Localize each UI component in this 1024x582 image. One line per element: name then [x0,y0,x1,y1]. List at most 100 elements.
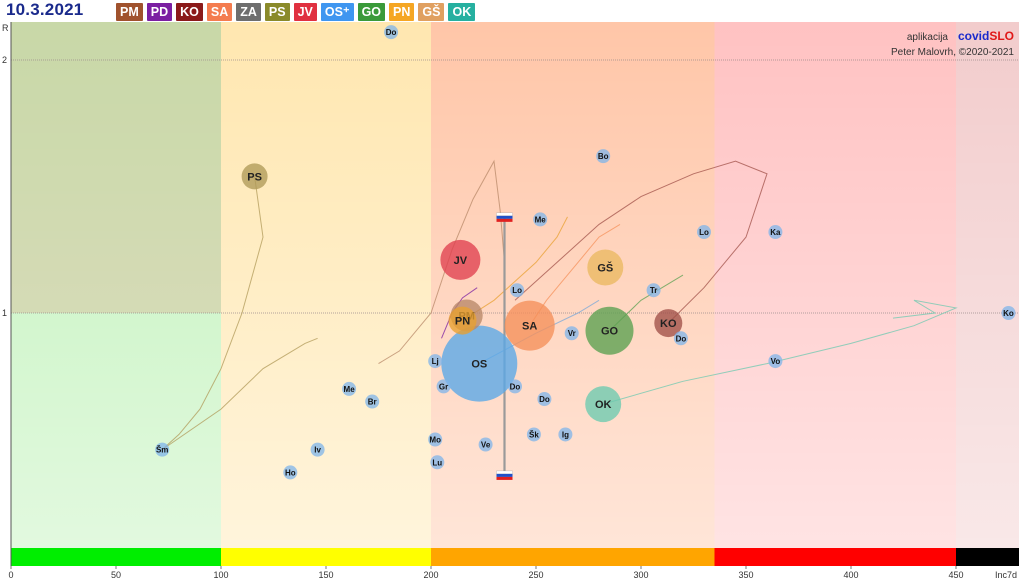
municipality-label: Do [676,334,687,343]
region-button-4[interactable]: ZA [236,3,261,21]
municipality-label: Lj [432,357,439,366]
region-bubble-OK[interactable]: OK [585,386,622,423]
municipality-label: Ig [562,430,569,439]
credits-brand: covidSLO [958,29,1014,43]
trails [161,159,958,480]
y-tick-label: 1 [2,308,7,318]
municipality-point[interactable]: Iv [310,442,325,457]
region-bubble-KO[interactable]: KO [654,309,683,338]
date-label: 10.3.2021 [6,0,84,19]
credits-prefix: aplikacija [907,32,949,43]
x-tick-label: 400 [843,570,858,580]
municipality-label: Tr [650,286,658,295]
municipality-point[interactable]: Do [537,392,552,407]
trail-7 [462,216,568,322]
municipality-point[interactable]: Mo [428,432,443,447]
municipality-label: Ho [285,468,296,477]
trail-0 [161,176,264,450]
region-button-5[interactable]: PS [264,3,290,21]
municipality-label: Lu [432,458,442,467]
municipality-point[interactable]: Lu [430,455,445,470]
municipality-point[interactable]: Ho [283,465,298,480]
region-label: OK [595,399,612,411]
trail-1 [161,337,318,451]
region-bubble-PS[interactable]: PS [241,163,268,190]
axes: 0 50 100 150 200 250 300 350 400 450 Inc7d R 1 2 [2,22,1019,580]
municipality-label: Vo [771,357,781,366]
region-button-0[interactable]: PM [116,3,143,21]
municipality-point[interactable]: Bo [596,149,611,164]
municipality-point[interactable]: Vo [768,354,783,369]
municipality-point[interactable]: Ve [478,437,493,452]
municipality-point[interactable]: Me [342,381,357,396]
region-bubble-PN[interactable]: PN [448,306,477,335]
municipality-label: Do [386,28,397,37]
municipality-point[interactable]: Do [384,25,399,40]
region-button-10[interactable]: GŠ [418,3,445,21]
municipality-label: Ka [770,228,781,237]
region-bubble-JV[interactable]: JV [440,239,481,280]
region-button-1[interactable]: PD [146,3,173,21]
region-button-8[interactable]: GO [357,3,386,21]
trail-5 [603,299,958,405]
band-0 [11,548,221,566]
municipality-point[interactable]: Ko [1001,306,1016,320]
region-label: PN [455,316,470,328]
region-label: GO [601,326,619,338]
x-tick-label: 100 [213,570,228,580]
region-bubble-GO[interactable]: GO [585,306,634,355]
region-label: GŠ [597,261,613,274]
trail-2 [514,160,768,324]
credits-author: Peter Malovrh, ©2020-2021 [891,47,1014,58]
municipality-label: Mo [429,436,441,445]
region-button-11[interactable]: OK [448,3,476,21]
municipality-label: Iv [314,446,321,455]
region-bubble-OS[interactable]: OS [441,325,518,402]
municipality-point[interactable]: Ka [768,225,783,240]
municipality-label: Lo [512,286,522,295]
region-button-6[interactable]: JV [293,3,317,21]
municipality-label: Lo [699,228,709,237]
zone-shade [11,22,221,313]
municipality-point[interactable]: Tr [646,283,661,298]
region-bubbles: OSSAGOJVGŠOKPMPNKOPS [241,163,683,423]
trail-3 [378,159,505,365]
region-button-7[interactable]: OS⁺ [320,3,354,21]
region-label: KO [660,318,677,330]
top-bar: 10.3.2021 PM PD KO SA ZA PS JV OS⁺ GO PN GŠ OK [0,0,1024,22]
municipality-label: Gr [439,382,448,391]
municipality-point[interactable]: Gr [436,379,451,394]
x-tick-label: 250 [528,570,543,580]
municipality-point[interactable]: Šm [155,442,170,457]
band-3 [714,548,956,566]
band-2 [431,548,715,566]
region-bubble-SA[interactable]: SA [504,300,555,351]
municipality-point[interactable]: Me [533,212,548,227]
municipality-label: Šk [529,430,539,439]
municipality-points: Do Bo Me Lo Ka Lo Tr Ko Vr Do Lj Vo Gr Do Me Do Br Šk Ig Mo… [155,25,1016,480]
municipality-point[interactable]: Lo [510,283,525,298]
band-4 [956,548,1019,566]
municipality-point[interactable]: Ig [558,427,573,442]
municipality-point[interactable]: Šk [526,427,541,442]
municipality-label: Do [539,395,550,404]
municipality-label: Br [368,398,377,407]
municipality-point[interactable]: Do [508,379,522,394]
y-tick-label: 2 [2,55,7,65]
region-button-2[interactable]: KO [176,3,203,21]
region-button-9[interactable]: PN [389,3,415,21]
region-label: SA [522,321,537,333]
x-tick-label: 50 [111,570,121,580]
municipality-label: Bo [598,152,609,161]
region-button-3[interactable]: SA [206,3,233,21]
x-tick-label: 0 [8,570,13,580]
municipality-point[interactable]: Do [673,331,688,346]
x-tick-label: 450 [948,570,963,580]
region-bubble-GŠ[interactable]: GŠ [587,249,624,286]
slovenia-flag-0 [496,212,513,222]
municipality-label: Ve [481,441,491,450]
municipality-point[interactable]: Vr [564,326,579,341]
municipality-point[interactable]: Lo [697,225,711,240]
municipality-point[interactable]: Br [365,394,380,409]
municipality-point[interactable]: Lj [428,354,443,369]
